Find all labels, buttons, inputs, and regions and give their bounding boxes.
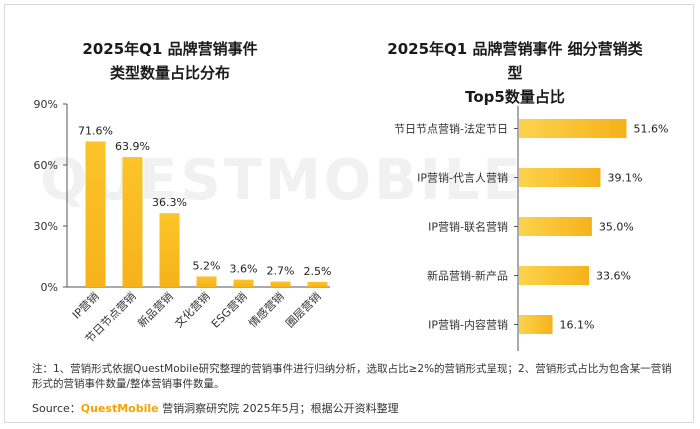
- footnote: 注：1、营销形式依据QuestMobile研究整理的营销事件进行归纳分析，选取占…: [32, 363, 672, 390]
- right-category-label: IP营销-代言人营销: [417, 171, 508, 185]
- left-bar-value-label: 63.9%: [115, 140, 150, 153]
- right-title-line2: Top5数量占比: [465, 88, 565, 106]
- right-bar: [519, 217, 592, 236]
- left-title-line1: 2025年Q1 品牌营销事件: [82, 40, 258, 58]
- left-bar-value-label: 2.7%: [267, 265, 295, 278]
- left-bar-value-label: 5.2%: [193, 259, 221, 272]
- left-bar-chart: 90%60%30%0%71.6%IP营销63.9%节日节点营销36.3%新品营销…: [34, 98, 332, 346]
- left-category-label: 圈层营销: [283, 289, 324, 330]
- left-bar: [85, 141, 106, 287]
- right-category-label: 新品营销-新产品: [427, 269, 508, 283]
- left-y-tick-label: 0%: [41, 281, 58, 294]
- source-brand: QuestMobile: [80, 402, 159, 415]
- left-bar-value-label: 2.5%: [304, 265, 332, 278]
- left-bar: [122, 157, 143, 287]
- left-bar: [233, 279, 254, 287]
- left-bar-value-label: 36.3%: [152, 196, 187, 209]
- source-prefix: Source：: [32, 402, 81, 415]
- left-category-label: ESG营销: [208, 289, 249, 330]
- right-bar: [519, 168, 601, 187]
- right-bar: [519, 266, 589, 285]
- left-category-label: 新品营销: [135, 289, 176, 330]
- right-category-label: 节日节点营销-法定节日: [394, 122, 508, 136]
- left-bar: [307, 281, 328, 287]
- left-y-tick-label: 90%: [34, 98, 58, 111]
- left-bar: [196, 276, 217, 287]
- left-category-label: 文化营销: [172, 289, 213, 330]
- left-category-label: IP营销: [69, 289, 101, 321]
- left-y-tick-label: 30%: [34, 220, 58, 233]
- right-chart-title: 2025年Q1 品牌营销事件 细分营销类型 Top5数量占比: [380, 37, 650, 109]
- right-bar-value-label: 39.1%: [607, 172, 642, 185]
- left-bar-value-label: 71.6%: [78, 124, 113, 137]
- right-bar-chart: 51.6% 节日节点营销-法定节日 39.1% IP营销-代言人营销 35.0% IP营销…: [394, 106, 668, 351]
- left-chart-title: 2025年Q1 品牌营销事件 类型数量占比分布: [55, 37, 285, 85]
- right-title-line1: 2025年Q1 品牌营销事件 细分营销类型: [387, 40, 643, 82]
- left-title-line2: 类型数量占比分布: [109, 64, 230, 82]
- right-bar-value-label: 33.6%: [596, 270, 631, 283]
- right-bar-value-label: 16.1%: [560, 319, 595, 332]
- left-category-label: 情感营销: [246, 289, 287, 330]
- left-bar-value-label: 3.6%: [230, 263, 258, 276]
- right-bar: [519, 119, 627, 138]
- watermark: QUESTMOBILE: [40, 148, 524, 213]
- right-bar-value-label: 51.6%: [634, 123, 669, 136]
- right-category-label: IP营销-联名营销: [428, 220, 508, 234]
- chart-frame: [4, 4, 694, 423]
- right-bar-value-label: 35.0%: [599, 221, 634, 234]
- left-y-tick-label: 60%: [34, 159, 58, 172]
- left-bar: [270, 281, 291, 287]
- right-category-label: IP营销-内容营销: [428, 318, 508, 332]
- source-rest: 营销洞察研究院 2025年5月；根据公开资料整理: [158, 402, 399, 415]
- left-bar: [159, 213, 180, 287]
- right-bar: [519, 315, 553, 334]
- source-line: Source：QuestMobile 营销洞察研究院 2025年5月；根据公开资…: [32, 400, 399, 416]
